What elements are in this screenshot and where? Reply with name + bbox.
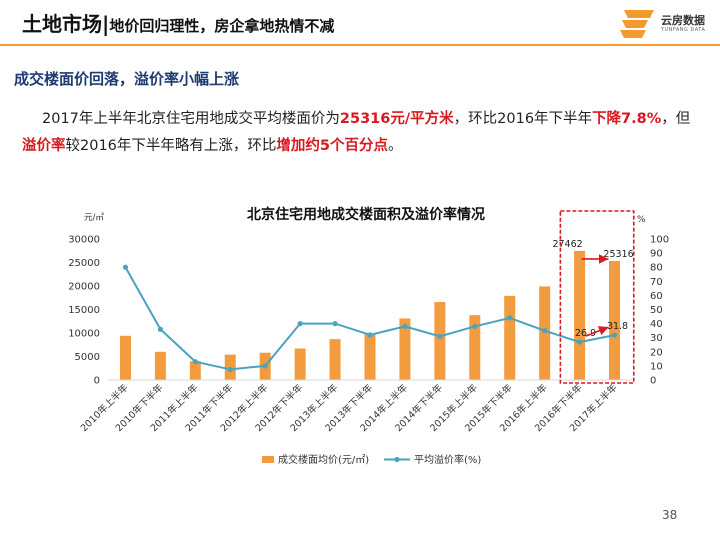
right-tick-label: 0	[650, 376, 656, 387]
right-tick-label: 40	[650, 319, 663, 330]
page-number: 38	[662, 508, 678, 522]
bar	[469, 315, 481, 380]
bar	[329, 339, 341, 380]
legend-line-label: 平均溢价率(%)	[414, 453, 481, 466]
line-point	[437, 333, 443, 339]
line-point	[507, 315, 513, 321]
line-point	[472, 323, 478, 330]
left-tick-label: 20000	[68, 282, 100, 293]
data-labels: 27462 25316 26.9 31.8	[552, 239, 633, 339]
bar	[294, 348, 306, 380]
line-point	[332, 321, 338, 327]
highlight-box	[559, 210, 635, 384]
line-point	[611, 332, 618, 338]
right-tick-label: 100	[650, 235, 669, 246]
right-tick-label: 80	[650, 263, 663, 274]
title-separator: |	[102, 12, 110, 36]
section-title: 成交楼面价回落，溢价率小幅上涨	[14, 70, 240, 88]
right-axis-unit: %	[637, 215, 646, 225]
para-text-1: 2017年上半年北京住宅用地成交平均楼面价为	[42, 111, 340, 127]
left-tick-label: 5000	[75, 352, 100, 363]
left-tick-label: 0	[94, 376, 100, 387]
premium-up-arrow	[585, 326, 609, 337]
chart-container: 北京住宅用地成交楼面积及溢价率情况 元/㎡ % 0 5000 10000 15000 2…	[0, 195, 720, 485]
company-logo: 云房数据 YUNFANG DATA	[618, 6, 708, 40]
title-subtitle: 地价回归理性，房企拿地热情不减	[109, 17, 335, 35]
x-axis-labels: 2010年上半年2010年下半年2011年上半年2011年下半年2012年上半年…	[78, 381, 620, 434]
highlight-annotation	[559, 210, 635, 384]
bar	[189, 361, 201, 380]
legend-bar-swatch	[262, 456, 274, 463]
bar	[574, 250, 586, 380]
right-tick-label: 60	[650, 291, 663, 302]
bar	[434, 301, 446, 380]
combo-chart: 北京住宅用地成交楼面积及溢价率情况 元/㎡ % 0 5000 10000 15000 2…	[68, 206, 669, 466]
para-highlight-price: 25316元/平方米	[339, 111, 454, 127]
logo-text: 云房数据	[661, 14, 705, 27]
bar	[609, 261, 621, 380]
logo-subtext: YUNFANG DATA	[661, 27, 706, 33]
right-tick-label: 50	[650, 305, 663, 316]
bar-series	[108, 250, 632, 381]
line-point	[192, 359, 198, 365]
bar	[119, 335, 131, 380]
right-tick-label: 10	[650, 361, 663, 372]
para-text-5: 。	[388, 138, 403, 154]
para-text-4: 较2016年下半年略有上涨，环比	[65, 138, 277, 154]
left-tick-label: 10000	[68, 329, 100, 340]
summary-paragraph: 2017年上半年北京住宅用地成交平均楼面价为25316元/平方米，环比2016年…	[22, 106, 702, 160]
data-label: 26.9	[575, 328, 596, 339]
header-divider	[0, 44, 720, 46]
line-point	[402, 323, 408, 330]
left-axis-unit: 元/㎡	[84, 213, 104, 223]
line-point	[262, 363, 268, 369]
para-highlight-premium: 溢价率	[22, 138, 66, 154]
line-series	[122, 264, 618, 373]
bar	[504, 295, 516, 380]
line-point	[367, 332, 373, 338]
chart-title: 北京住宅用地成交楼面积及溢价率情况	[247, 206, 485, 223]
right-tick-label: 20	[650, 347, 663, 358]
line-point	[542, 328, 548, 334]
left-tick-label: 15000	[68, 305, 100, 316]
line-point	[297, 321, 303, 327]
para-text-2: ，环比2016年下半年	[453, 111, 593, 127]
para-text-3: ，但	[661, 111, 691, 127]
right-axis-ticks: 0 10 20 30 40 50 60 70 80 90 100	[650, 235, 669, 387]
left-tick-label: 25000	[68, 258, 100, 269]
title-main-text: 土地市场	[22, 12, 102, 36]
data-label: 27462	[552, 239, 582, 250]
legend-line-marker	[394, 456, 400, 463]
legend-bar-label: 成交楼面均价(元/㎡)	[278, 453, 369, 466]
para-highlight-decline: 下降7.8%	[592, 111, 662, 127]
slide-header: 土地市场|地价回归理性，房企拿地热情不减 云房数据 YUNFANG DATA	[0, 0, 720, 46]
right-tick-label: 30	[650, 333, 663, 344]
bar	[364, 333, 376, 380]
line-point	[157, 326, 163, 332]
right-tick-label: 70	[650, 277, 663, 288]
slide-title: 土地市场|地价回归理性，房企拿地热情不减	[22, 8, 334, 37]
left-tick-label: 30000	[68, 235, 100, 246]
right-tick-label: 90	[650, 249, 663, 260]
bar	[154, 351, 166, 380]
data-label: 25316	[603, 249, 633, 260]
bar	[399, 318, 411, 380]
data-label: 31.8	[607, 321, 628, 332]
chart-legend: 成交楼面均价(元/㎡) 平均溢价率(%)	[262, 453, 481, 466]
para-highlight-increase: 增加约5个百分点	[276, 138, 388, 154]
line-point	[577, 339, 583, 345]
line-point	[227, 366, 233, 373]
line-point	[122, 264, 129, 270]
left-axis-ticks: 0 5000 10000 15000 20000 25000 30000	[68, 235, 100, 387]
logo-icon	[620, 10, 654, 38]
